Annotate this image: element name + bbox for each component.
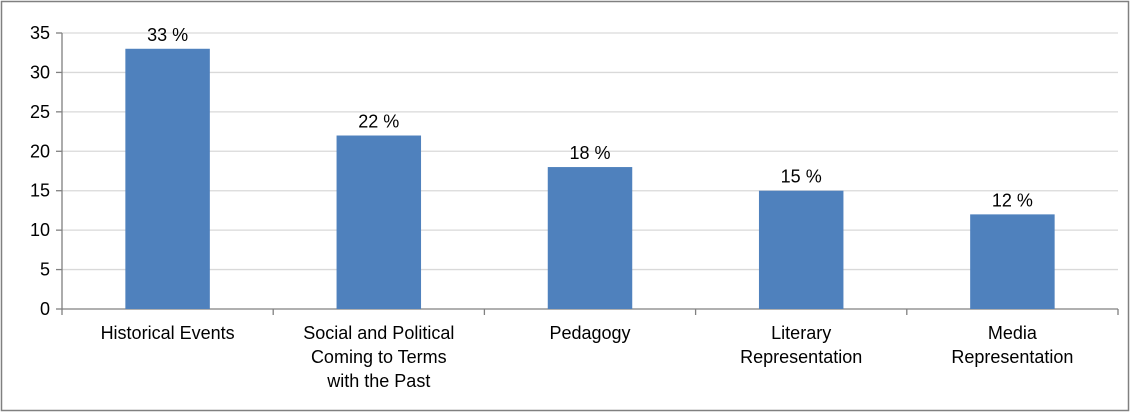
y-tick-label: 5: [40, 260, 50, 280]
data-label: 12 %: [992, 190, 1033, 210]
y-tick-label: 25: [30, 102, 50, 122]
category-label: Literary Representation: [740, 323, 862, 367]
bar: [758, 190, 844, 309]
category-label-line: Representation: [740, 347, 862, 367]
bar: [336, 135, 422, 309]
category-label: Pedagogy: [549, 323, 630, 343]
bar: [547, 167, 633, 309]
category-label-line: Representation: [951, 347, 1073, 367]
category-label: Social and Political Coming to Terms with …: [303, 323, 454, 391]
bar: [970, 214, 1055, 309]
y-tick-label: 20: [30, 141, 50, 161]
y-tick-label: 0: [40, 299, 50, 319]
category-label: Media Representation: [951, 323, 1073, 367]
category-label-line: Media: [988, 323, 1038, 343]
data-label: 22 %: [358, 112, 399, 132]
category-label-line: with the Past: [326, 371, 430, 391]
category-label-line: Pedagogy: [549, 323, 630, 343]
labels: 0 5 10 15 20 25 30 35 33 % Historical Events 22 % S…: [30, 23, 1073, 391]
y-tick-label: 30: [30, 62, 50, 82]
bar: [125, 48, 210, 310]
gridlines: [62, 32, 1118, 271]
category-label-line: Literary: [771, 323, 831, 343]
data-label: 15 %: [781, 167, 822, 187]
bars: [125, 48, 1055, 310]
category-label-line: Historical Events: [101, 323, 235, 343]
data-label: 33 %: [147, 25, 188, 45]
data-label: 18 %: [569, 143, 610, 163]
category-label-line: Coming to Terms: [311, 347, 447, 367]
y-tick-label: 35: [30, 23, 50, 43]
category-label: Historical Events: [101, 323, 235, 343]
y-tick-label: 15: [30, 181, 50, 201]
y-tick-label: 10: [30, 220, 50, 240]
category-label-line: Social and Political: [303, 323, 454, 343]
